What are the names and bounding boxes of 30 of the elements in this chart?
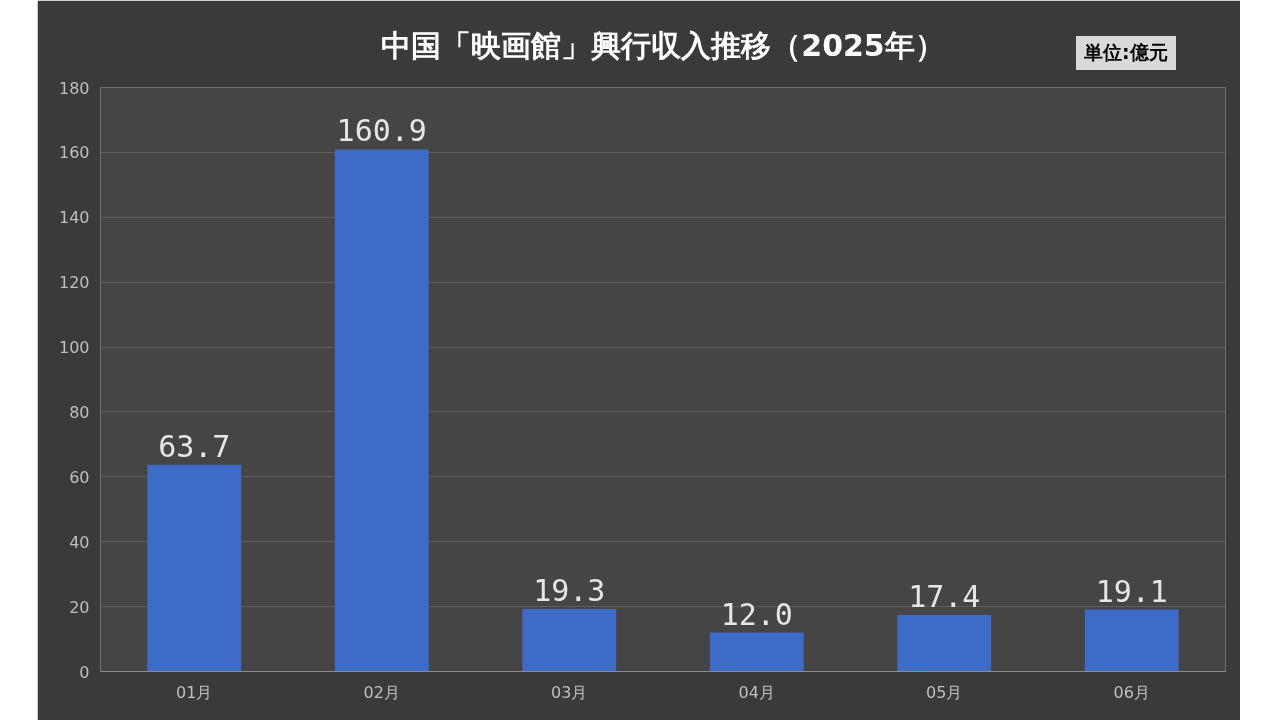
y-tick-label: 60	[69, 467, 90, 487]
y-tick-label: 180	[58, 78, 90, 98]
x-tick-label: 06月	[1113, 682, 1150, 702]
y-tick-label: 160	[58, 143, 90, 163]
y-tick-label: 120	[58, 273, 90, 293]
y-tick-label: 80	[69, 402, 90, 422]
bar	[334, 149, 429, 672]
annotation: 単位:億元	[1076, 36, 1176, 70]
chart-title: 中国「映画館」興行収入推移（2025年）	[381, 27, 945, 63]
x-tick-label: 02月	[363, 682, 400, 702]
data-label: 63.7	[158, 428, 231, 464]
data-label: 17.4	[908, 579, 981, 615]
y-tick-label: 0	[79, 662, 90, 682]
bar	[147, 464, 242, 672]
x-tick-label: 01月	[176, 682, 213, 702]
bar	[1084, 609, 1179, 672]
y-tick-label: 100	[58, 338, 90, 358]
x-tick-label: 04月	[738, 682, 775, 702]
x-tick-label: 05月	[926, 682, 963, 702]
y-tick-label: 140	[58, 208, 90, 228]
data-label: 160.9	[336, 113, 427, 149]
data-label: 12.0	[720, 596, 793, 632]
x-tick-label: 03月	[551, 682, 588, 702]
data-label: 19.3	[533, 572, 606, 608]
data-label: 19.1	[1095, 573, 1168, 609]
y-tick-label: 20	[69, 597, 90, 617]
bar	[522, 608, 617, 672]
bar	[897, 615, 992, 672]
y-tick-label: 40	[69, 532, 90, 552]
bar	[709, 632, 804, 672]
